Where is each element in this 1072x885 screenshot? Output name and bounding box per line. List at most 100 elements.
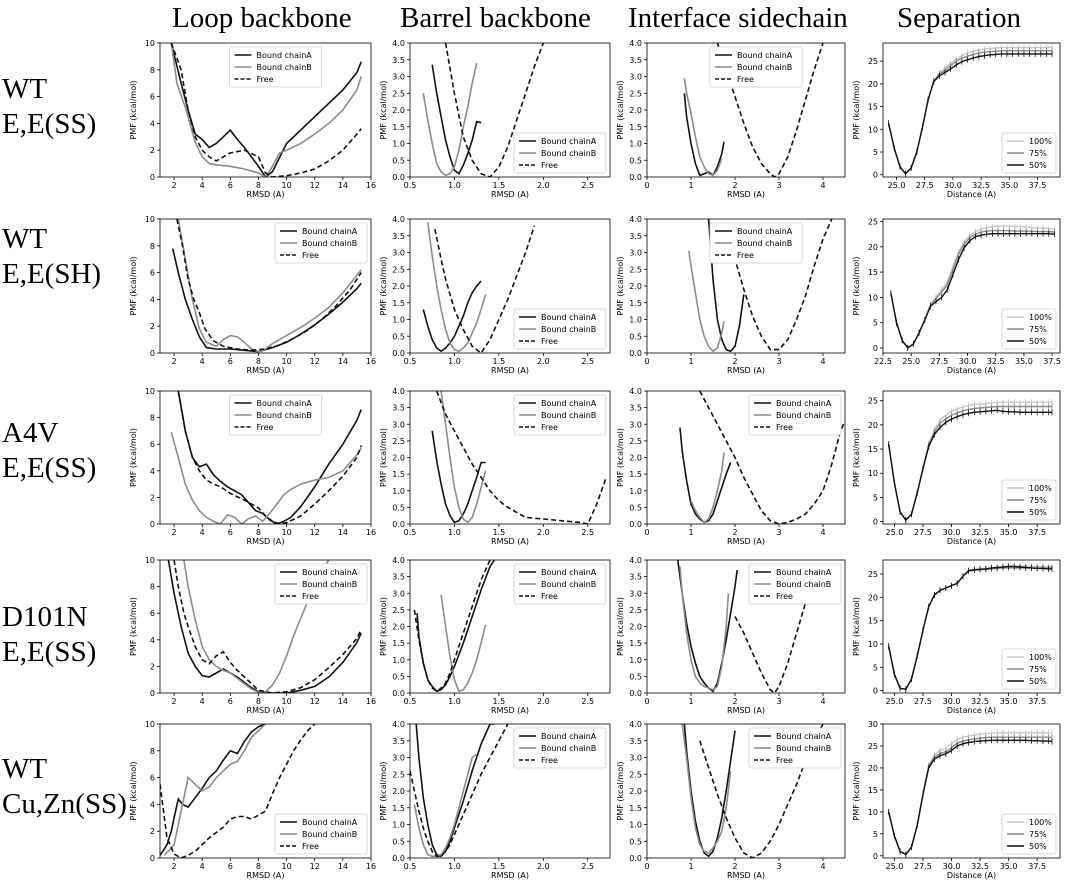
- x-tick-label: 2.5: [581, 181, 594, 190]
- x-tick-label: 25.0: [886, 862, 904, 871]
- x-tick-label: 35.0: [1000, 528, 1018, 537]
- x-tick-label: 27.5: [914, 528, 932, 537]
- y-tick-label: 2.5: [392, 265, 405, 274]
- y-tick-label: 1.5: [629, 123, 642, 132]
- y-tick-label: 3.5: [392, 404, 405, 413]
- y-tick-label: 6: [150, 774, 155, 783]
- y-tick-label: 5: [873, 148, 878, 157]
- row-label-wt-ee-sh: WT E,E(SH): [2, 222, 101, 292]
- legend-label: Free: [737, 251, 754, 260]
- x-tick-label: 27.5: [914, 862, 932, 871]
- legend-label: Bound chainA: [776, 399, 832, 408]
- series-line-bound-chaina: [431, 64, 482, 175]
- series-line-bound-chaina: [431, 430, 486, 524]
- y-tick-label: 4: [150, 800, 155, 809]
- y-tick-label: 2: [150, 493, 155, 502]
- y-tick-label: 4: [150, 636, 155, 645]
- y-tick-label: 1.5: [392, 123, 405, 132]
- x-tick-label: 2.5: [581, 697, 594, 706]
- legend-box: [748, 563, 842, 605]
- row-label-d101n-ee-ss: D101N E,E(SS): [2, 600, 96, 670]
- chart-panel-r4-c3: 25.0 27.5 30.0 32.5 35.0 37.5 0 5 10 15 20 25 30 Dist…: [852, 720, 1061, 880]
- y-axis-label: PMF (kcal/mol): [379, 597, 388, 656]
- y-tick-label: 1.5: [392, 639, 405, 648]
- x-axis-label: RMSD (A): [727, 190, 765, 199]
- x-tick-label: 3: [776, 697, 781, 706]
- y-tick-label: 0.0: [629, 689, 642, 698]
- y-tick-label: 6: [150, 93, 155, 102]
- x-tick-label: 2: [172, 697, 177, 706]
- plot-frame: [159, 723, 372, 859]
- y-tick-label: 4.0: [392, 556, 405, 565]
- series-line-bound-chaina: [707, 219, 745, 353]
- x-tick-label: 1.0: [448, 528, 461, 537]
- series-line-bound-chainb: [170, 431, 362, 524]
- y-tick-label: 25: [868, 397, 878, 406]
- x-tick-label: 4: [820, 528, 825, 537]
- series-line-bound-chainb: [683, 78, 723, 177]
- x-axis-label: Distance (A): [947, 366, 996, 375]
- legend-box: [1001, 308, 1057, 350]
- plot-frame: [159, 218, 372, 354]
- x-tick-label: 30.0: [944, 181, 962, 190]
- x-axis-label: Distance (A): [947, 537, 996, 546]
- x-tick-label: 6: [228, 181, 233, 190]
- x-tick-label: 1.0: [448, 181, 461, 190]
- legend-box: [513, 563, 607, 605]
- y-tick-label: 4: [150, 295, 155, 304]
- x-tick-label: 1: [688, 357, 693, 366]
- legend-label: Bound chainA: [541, 137, 597, 146]
- y-tick-label: 3.0: [392, 589, 405, 598]
- y-tick-label: 1.0: [392, 821, 405, 830]
- series-line-free: [410, 724, 509, 858]
- legend: Bound chainA Bound chainB Free: [513, 132, 607, 174]
- y-tick-label: 0.0: [629, 349, 642, 358]
- series-line-bound-chainb: [413, 753, 478, 858]
- y-tick-label: 2.5: [629, 265, 642, 274]
- y-tick-label: 1.0: [629, 656, 642, 665]
- x-tick-label: 12: [310, 697, 320, 706]
- y-tick-label: 25: [868, 218, 878, 227]
- x-tick-label: 37.5: [1028, 528, 1046, 537]
- column-title-separation: Separation: [897, 2, 1022, 34]
- legend: Bound chainA Bound chainB Free: [709, 46, 803, 88]
- x-tick-label: 4: [200, 697, 205, 706]
- legend-label: Bound chainB: [541, 744, 596, 753]
- x-axis-label: RMSD (A): [727, 366, 765, 375]
- y-tick-label: 4.0: [629, 387, 642, 396]
- y-axis-label: PMF (kcal/mol): [852, 428, 861, 487]
- x-tick-label: 4: [820, 697, 825, 706]
- y-tick-label: 3.5: [392, 56, 405, 65]
- series-line-bound-chaina: [677, 560, 738, 693]
- x-axis-label: RMSD (A): [727, 871, 765, 880]
- chart-panel-r0-c1: 0.5 1.0 1.5 2.0 2.50.00.51.01.52.02.53.03.54…: [379, 39, 611, 199]
- y-tick-label: 2.5: [392, 770, 405, 779]
- legend-label: Bound chainA: [302, 568, 358, 577]
- y-tick-label: 2.0: [629, 787, 642, 796]
- y-tick-label: 0: [150, 854, 155, 863]
- y-tick-label: 0: [873, 344, 878, 353]
- x-tick-label: 3: [776, 528, 781, 537]
- x-tick-label: 2: [172, 862, 177, 871]
- legend-label: Bound chainA: [737, 51, 793, 60]
- series-line-bound-chaina: [679, 427, 732, 524]
- y-tick-label: 25: [868, 742, 878, 751]
- y-tick-label: 4.0: [629, 39, 642, 48]
- x-tick-label: 10: [282, 528, 292, 537]
- series-line-50-: [888, 739, 1053, 856]
- y-tick-label: 4.0: [392, 39, 405, 48]
- legend: Bound chainA Bound chainB Free: [274, 813, 368, 855]
- series-line-bound-chaina: [683, 724, 736, 858]
- y-tick-label: 4.0: [629, 215, 642, 224]
- plot-frame: [882, 390, 1061, 525]
- y-tick-label: 20: [868, 243, 878, 252]
- series-line-bound-chainb: [679, 566, 730, 691]
- x-tick-label: 2.0: [537, 697, 550, 706]
- x-tick-label: 8: [256, 357, 261, 366]
- y-axis-label: PMF (kcal/mol): [129, 597, 138, 656]
- legend-box: [274, 222, 368, 264]
- y-tick-label: 0: [873, 171, 878, 180]
- series-line-bound-chainb: [690, 452, 725, 524]
- x-tick-label: 8: [256, 181, 261, 190]
